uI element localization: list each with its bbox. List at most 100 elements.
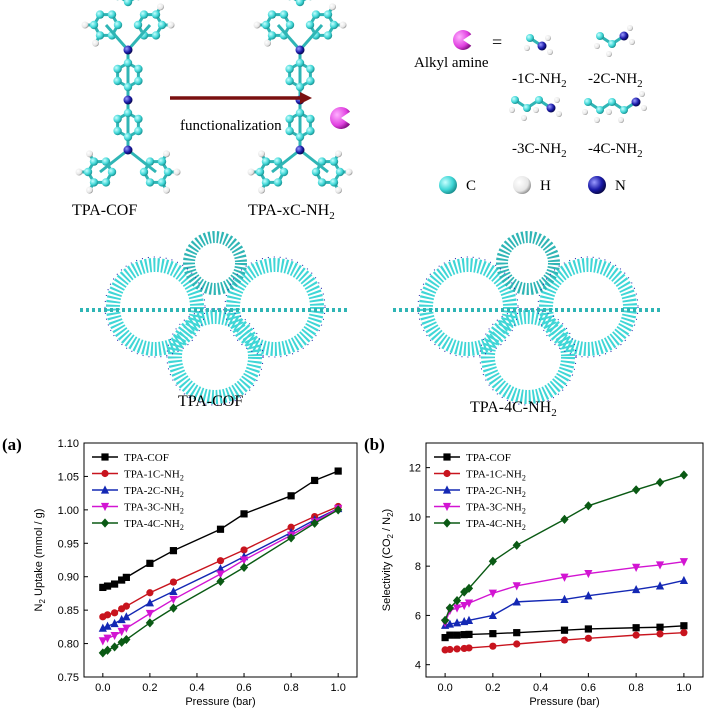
data-point [98, 637, 107, 646]
functionalization-label: functionalization [180, 118, 282, 134]
atom-label: N [615, 178, 626, 194]
n2-uptake-chart: 0.0 0.2 0.4 0.6 0.8 1.0 0.75 0.80 0.85 0.90 0.95 1.… [33, 438, 358, 708]
amine-label: -2C-NH2 [588, 71, 643, 90]
y-tick-label: 4 [415, 660, 421, 672]
data-point [632, 563, 641, 572]
legend-marker [100, 502, 110, 512]
data-point [656, 630, 664, 638]
amine-label: -4C-NH2 [588, 141, 643, 160]
y-tick-label: 0.85 [58, 605, 79, 617]
data-point [216, 557, 225, 565]
alkyl-amine-label: Alkyl amine [414, 55, 489, 71]
data-point [452, 604, 462, 613]
data-point [110, 631, 119, 641]
data-point [117, 627, 126, 637]
data-point [680, 622, 688, 630]
data-point [560, 626, 569, 634]
data-point [169, 595, 178, 605]
legend-entry: TPA-1C-NH2 [466, 469, 526, 483]
y-tick-label: 1.00 [58, 505, 79, 517]
y-tick-label: 0.95 [58, 538, 79, 550]
selectivity-chart: 0.0 0.2 0.4 0.6 0.8 1.0 4 6 8 10 12 Pressure (bar) S… [381, 442, 704, 708]
data-point [145, 598, 154, 607]
tpa-xc-nh2-label: TPA-xC-NH2 [248, 202, 335, 222]
legend-entry: TPA-2C-NH2 [466, 485, 526, 499]
data-point [122, 612, 131, 621]
data-point [512, 582, 521, 591]
legend-entry: TPA-4C-NH2 [124, 518, 184, 532]
framework-right-label: TPA-4C-NH2 [470, 399, 557, 419]
y-tick-label: 1.10 [58, 438, 79, 450]
x-tick-label: 0.0 [437, 682, 452, 694]
data-point [464, 599, 474, 608]
legend-marker [101, 453, 109, 461]
data-point [122, 624, 131, 633]
data-point [145, 618, 154, 628]
data-point [656, 623, 664, 631]
data-point [110, 642, 119, 652]
x-tick-label: 1.0 [676, 682, 691, 694]
data-point [239, 562, 249, 572]
data-point [680, 629, 688, 637]
data-point [287, 523, 295, 531]
data-point [584, 625, 592, 633]
data-point [169, 603, 178, 613]
legend-marker [442, 485, 452, 494]
data-point [560, 514, 569, 524]
data-point [445, 603, 454, 613]
x-tick-label: 0.6 [236, 682, 251, 694]
data-point [452, 618, 462, 627]
data-point [489, 642, 497, 650]
atom-label: H [540, 178, 551, 194]
atom-swatch [513, 176, 531, 194]
tpa-cof-molecule-image [75, 0, 181, 194]
x-tick-label: 1.0 [331, 682, 346, 694]
data-point [584, 501, 593, 511]
data-point [117, 637, 126, 647]
data-point [632, 485, 641, 495]
data-point [216, 564, 225, 573]
y-tick-label: 0.80 [58, 639, 79, 651]
data-point [334, 467, 342, 475]
data-point [240, 510, 248, 518]
data-point [122, 573, 130, 581]
data-point [103, 611, 112, 619]
alkyl-amine-pacman-icon [330, 107, 351, 129]
data-point [512, 597, 521, 606]
equals-sign: = [492, 32, 502, 52]
data-point [584, 591, 593, 600]
data-point [122, 634, 131, 645]
data-point [145, 609, 154, 619]
legend-marker [100, 485, 110, 494]
plot-frame [425, 442, 704, 678]
data-point [99, 583, 107, 592]
data-point [465, 630, 473, 638]
y-tick-label: 0.75 [58, 672, 79, 684]
data-point [655, 581, 665, 590]
x-axis-label: Pressure (bar) [529, 696, 599, 708]
data-point [98, 648, 107, 658]
data-point [488, 610, 497, 620]
data-point [460, 631, 468, 639]
legend-entry: TPA-3C-NH2 [466, 502, 526, 516]
legend-marker [443, 469, 451, 478]
data-point [446, 645, 454, 654]
data-point [453, 645, 461, 653]
data-point [679, 575, 688, 585]
legend-entry: TPA-4C-NH2 [466, 518, 526, 532]
data-point [512, 540, 521, 550]
data-point [445, 619, 454, 628]
y-tick-label: 10 [409, 512, 421, 524]
y-axis-label: N2 Uptake (mmol / g) [33, 509, 47, 612]
legend-marker [442, 518, 452, 528]
data-point [122, 602, 130, 610]
tpa-cof-label: TPA-COF [72, 202, 137, 219]
data-point [103, 621, 112, 630]
x-tick-label: 0.2 [485, 682, 500, 694]
data-point [513, 629, 521, 637]
data-point [110, 609, 119, 617]
data-point [216, 576, 225, 586]
data-point [146, 559, 154, 567]
data-point [169, 578, 178, 586]
